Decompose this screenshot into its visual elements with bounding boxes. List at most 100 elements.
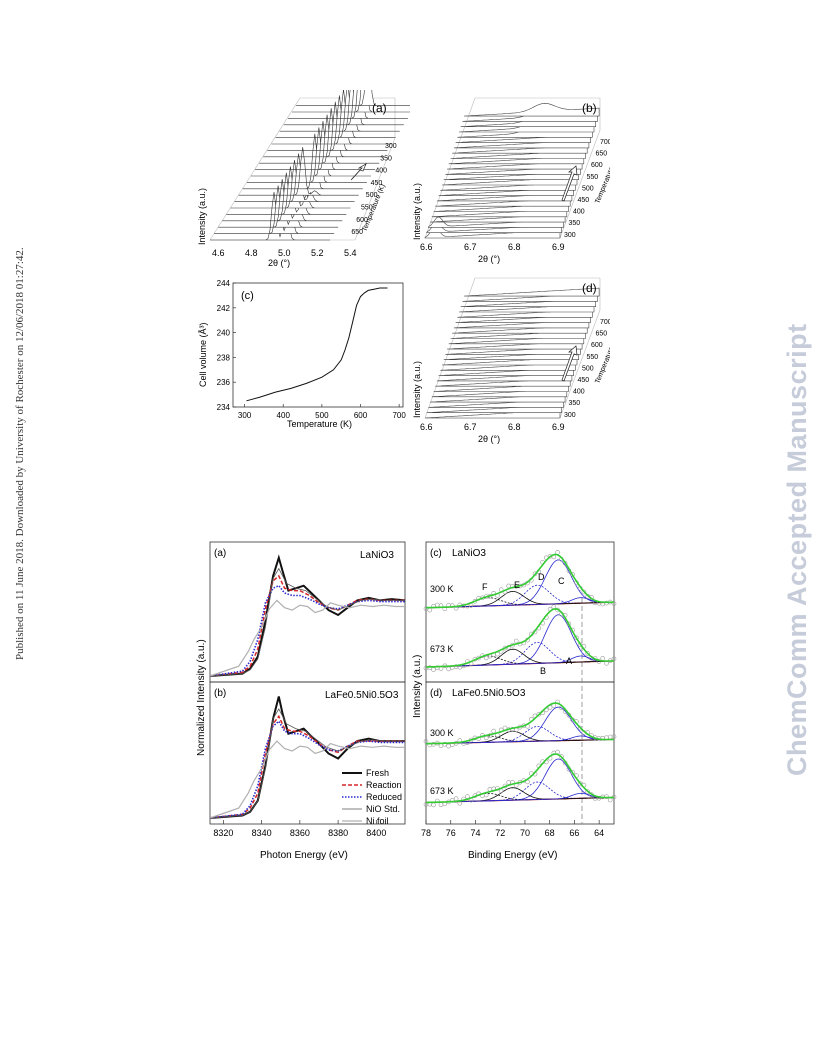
fig1-panel-d: (d) 6.6 6.7 6.8 6.9 2θ (°) Intensity (a.u.)… [412, 277, 610, 444]
fig1d-ylabel: Intensity (a.u.) [412, 361, 422, 418]
fig1a-arrow [350, 163, 367, 181]
xps-xtick: 64 [594, 828, 604, 838]
xanes-series-ni-foil [209, 599, 405, 677]
fig1b-xlabel: 2θ (°) [478, 254, 500, 264]
waterfall-trace [230, 159, 351, 209]
xps-xtick: 72 [495, 828, 505, 838]
waterfall-trace [267, 95, 388, 151]
xps-data-point [551, 604, 557, 609]
xps-d-label: (d) [430, 688, 442, 699]
fig1c-xlabel: Temperature (K) [287, 419, 352, 429]
xps-d-title: LaFe0.5Ni0.5O3 [452, 688, 526, 699]
xtick: 6.8 [508, 422, 521, 432]
xps-data-point [438, 802, 444, 808]
waterfall-trace [275, 90, 396, 138]
xps-envelope [426, 702, 615, 745]
xps-d-673k: 673 K [430, 786, 454, 796]
xps-data-point [607, 734, 613, 740]
temp-tick: 350 [569, 400, 581, 407]
fig1c-ytick: 236 [217, 378, 231, 387]
fig1c-ytick: 244 [217, 279, 231, 288]
fig1d-label: (d) [582, 281, 597, 295]
xps-data-point [423, 606, 429, 611]
xps-component [425, 781, 615, 803]
legend-label: Reaction [366, 780, 402, 790]
download-notice: Published on 11 June 2018. Downloaded by… [0, 0, 30, 1056]
fig1d-arrow [561, 345, 578, 382]
fig1a-xtick: 5.2 [311, 248, 324, 258]
xanes-series-reduced [209, 720, 405, 819]
fig1a-ttick: 500 [366, 192, 378, 199]
waterfall-trace [259, 108, 380, 164]
watermark-text: ChemComm Accepted Manuscript [782, 323, 812, 776]
xps-data-point [446, 666, 451, 672]
xps-xtick: 74 [470, 828, 480, 838]
temp-tick: 300 [564, 412, 576, 419]
xanes-xtick: 8340 [252, 828, 272, 838]
temp-tick: 650 [596, 331, 608, 338]
fig1c-ytick: 242 [217, 304, 231, 313]
xanes-top-frame [209, 541, 406, 683]
fig1a-xtick: 4.6 [212, 248, 225, 258]
xps-xtick: 78 [421, 828, 431, 838]
xanes-b-label: (b) [214, 688, 226, 699]
fig1a-xlabel: 2θ (°) [268, 258, 290, 268]
xps-peak-f: F [482, 582, 488, 592]
xtick: 6.6 [420, 422, 433, 432]
xps-data-point [600, 656, 605, 661]
xanes-series-reaction [209, 714, 405, 819]
fig2-xps: (c) LaNiO3 (d) LaFe0.5Ni0.5O3 300 K 673 … [412, 541, 617, 861]
fig1b-ylabel: Intensity (a.u.) [412, 183, 422, 240]
fig1-panel-c: 300 400 500 600 700 234 236 238 240 242 244 (c) T… [198, 279, 406, 429]
waterfall-trace [222, 172, 343, 222]
waterfall-trace [255, 114, 376, 170]
xps-envelope [426, 553, 614, 609]
xps-data-point [446, 743, 451, 749]
xanes-series-nio-std- [209, 567, 405, 677]
fig1c-xtick: 600 [354, 411, 368, 420]
fig1a-ttick: 550 [361, 205, 373, 212]
fig1c-frame [232, 282, 404, 408]
temp-tick: 600 [591, 342, 603, 349]
waterfall-trace [218, 179, 339, 228]
fig1a-ttick: 300 [385, 143, 397, 150]
temp-tick: 500 [582, 365, 594, 372]
xanes-series-nio-std- [209, 708, 405, 819]
fig1a-ylabel: Intensity (a.u.) [197, 188, 207, 245]
legend-label: NiO Std. [366, 804, 400, 814]
xps-c-673k: 673 K [430, 644, 454, 654]
xps-data-point [532, 571, 538, 577]
xps-peak-e: E [514, 580, 520, 590]
xanes-xtick: 8380 [328, 828, 348, 838]
xanes-a-label: (a) [214, 548, 226, 559]
xps-data-point [604, 661, 609, 666]
waterfall-trace [271, 90, 392, 145]
waterfall-trace [238, 147, 359, 196]
fig1-panel-b: (b) 6.6 6.7 6.8 6.9 2θ (°) Intensity (a.u.)… [412, 97, 610, 264]
xps-data-point [574, 635, 579, 641]
xps-data-point [453, 796, 459, 802]
waterfall-trace [279, 90, 400, 132]
waterfall-trace [246, 127, 367, 183]
temp-tick: 450 [578, 197, 590, 204]
xps-data-point [431, 667, 436, 672]
fig1a-label: (a) [372, 101, 387, 115]
fig2-xanes: (a) LaNiO3 (b) LaFe0.5Ni0.5O3 8320 8340 83… [196, 541, 406, 861]
xps-data-point [506, 780, 511, 785]
fig1a-ttick: 400 [375, 168, 387, 175]
xps-component [425, 641, 615, 668]
xps-top-frame [425, 541, 615, 683]
xps-data-point [559, 754, 564, 759]
xps-data-point [506, 583, 511, 589]
xps-peak-d: D [538, 572, 545, 582]
xps-data-point [442, 742, 448, 747]
waterfall-trace [292, 90, 410, 113]
xps-data-point [577, 725, 583, 731]
temp-tick: 400 [573, 389, 585, 396]
xps-peak-a: A [566, 656, 572, 666]
fig1c-ytick: 238 [217, 353, 231, 362]
xps-data-point [434, 602, 440, 608]
temp-tick: 300 [564, 232, 576, 239]
xps-data-point [483, 655, 489, 661]
waterfall-trace [263, 101, 384, 158]
